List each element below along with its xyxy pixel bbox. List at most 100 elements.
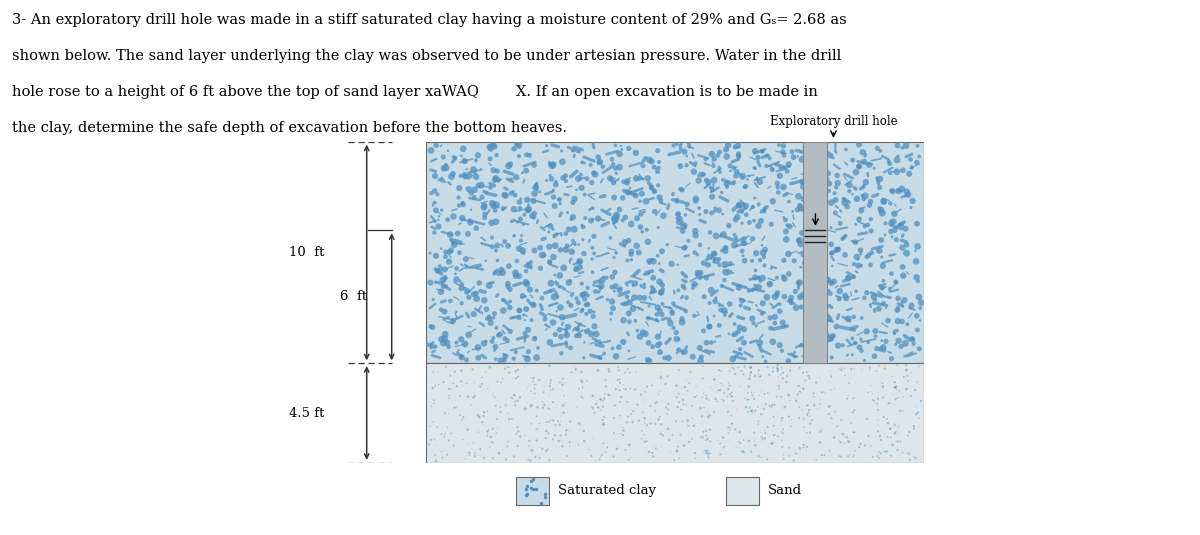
- Point: [730, 428, 749, 437]
- Point: [893, 166, 912, 174]
- Point: [868, 345, 887, 353]
- Point: [511, 215, 530, 223]
- Point: [760, 371, 779, 379]
- Point: [689, 171, 708, 180]
- Point: [444, 212, 463, 220]
- Point: [881, 199, 900, 208]
- Point: [602, 175, 622, 184]
- Point: [449, 193, 468, 202]
- Point: [751, 410, 770, 419]
- Point: [440, 231, 460, 239]
- Point: [836, 294, 856, 303]
- Point: [610, 286, 629, 295]
- Point: [456, 172, 475, 181]
- Point: [785, 256, 804, 265]
- Point: [514, 246, 533, 255]
- Point: [892, 220, 911, 229]
- Point: [520, 151, 539, 159]
- Point: [498, 282, 517, 291]
- Point: [762, 220, 781, 228]
- Point: [636, 197, 655, 205]
- Point: [486, 174, 505, 182]
- Point: [823, 331, 842, 340]
- Point: [800, 411, 820, 420]
- Point: [876, 219, 895, 227]
- Point: [662, 309, 682, 317]
- Point: [606, 282, 625, 291]
- Point: [650, 387, 670, 395]
- Point: [616, 238, 635, 247]
- Point: [746, 322, 766, 330]
- Point: [604, 452, 623, 461]
- Point: [642, 256, 661, 264]
- Point: [448, 229, 467, 238]
- Point: [533, 398, 552, 406]
- Point: [575, 354, 594, 362]
- Point: [640, 259, 659, 268]
- Point: [464, 290, 484, 299]
- Point: [527, 380, 546, 389]
- Point: [780, 396, 799, 404]
- Point: [685, 393, 704, 401]
- Point: [461, 218, 480, 227]
- Point: [553, 174, 572, 182]
- Point: [605, 429, 624, 438]
- Point: [756, 400, 775, 408]
- Point: [484, 425, 503, 433]
- Point: [545, 271, 564, 279]
- Point: [732, 247, 751, 255]
- Point: [658, 410, 677, 418]
- Point: [432, 305, 451, 314]
- Point: [668, 210, 688, 218]
- Point: [570, 331, 589, 340]
- Point: [566, 365, 586, 374]
- Point: [899, 377, 918, 385]
- Point: [641, 402, 660, 410]
- Point: [779, 391, 798, 399]
- Point: [536, 447, 556, 455]
- Point: [598, 443, 617, 452]
- Point: [790, 201, 809, 210]
- Point: [504, 354, 523, 363]
- Point: [707, 256, 726, 265]
- Point: [610, 411, 629, 420]
- Point: [798, 409, 817, 418]
- Point: [576, 301, 595, 309]
- Point: [494, 190, 514, 199]
- Point: [899, 449, 918, 458]
- Point: [907, 158, 926, 167]
- Point: [845, 364, 864, 372]
- Point: [798, 349, 817, 358]
- Point: [773, 318, 792, 327]
- Point: [559, 278, 578, 287]
- Point: [751, 453, 770, 462]
- Point: [577, 300, 596, 309]
- Point: [800, 428, 820, 437]
- Point: [676, 347, 695, 356]
- Point: [850, 343, 869, 351]
- Point: [810, 396, 829, 404]
- Point: [644, 163, 664, 171]
- Point: [770, 172, 790, 180]
- Point: [812, 194, 832, 202]
- Point: [677, 161, 696, 170]
- Point: [613, 338, 632, 346]
- Point: [648, 251, 667, 260]
- Point: [821, 366, 840, 374]
- Point: [910, 362, 929, 371]
- Point: [862, 227, 881, 235]
- Point: [896, 366, 916, 374]
- Point: [844, 312, 863, 321]
- Point: [456, 255, 475, 263]
- Point: [883, 441, 902, 449]
- Point: [610, 205, 629, 213]
- Point: [433, 276, 452, 284]
- Point: [607, 445, 626, 453]
- Point: [880, 399, 899, 407]
- Point: [788, 192, 808, 201]
- Point: [527, 286, 546, 295]
- Point: [788, 205, 808, 214]
- Point: [844, 190, 863, 198]
- Point: [810, 438, 829, 447]
- Point: [725, 178, 744, 187]
